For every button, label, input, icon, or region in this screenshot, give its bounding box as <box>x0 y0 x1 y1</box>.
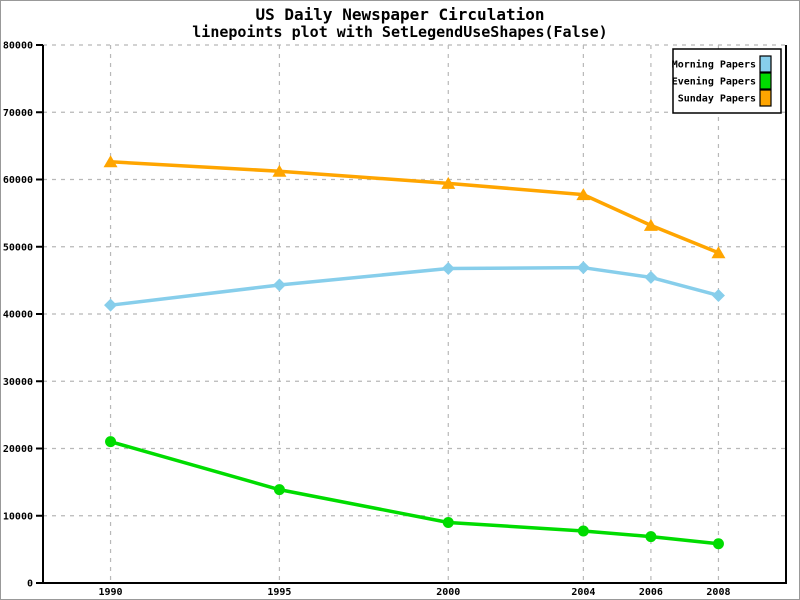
y-tick-label: 80000 <box>3 41 33 52</box>
legend-label-evening-papers: Evening Papers <box>672 76 756 88</box>
legend-swatch-sunday-papers <box>759 89 772 107</box>
data-point-evening-papers <box>442 516 454 528</box>
series-line-evening-papers <box>110 439 719 546</box>
series-line-sunday-papers <box>110 160 720 255</box>
data-point-evening-papers <box>105 436 117 448</box>
data-point-sunday-papers <box>441 176 456 189</box>
data-point-evening-papers <box>577 525 589 537</box>
legend-label-morning-papers: Morning Papers <box>672 59 756 71</box>
data-point-sunday-papers <box>576 188 591 201</box>
data-point-sunday-papers <box>711 246 726 259</box>
data-point-morning-papers <box>272 278 286 292</box>
data-point-evening-papers <box>273 484 285 496</box>
legend-swatch-evening-papers <box>759 72 772 90</box>
y-tick-label: 40000 <box>3 310 33 321</box>
x-tick-label: 2004 <box>571 587 595 598</box>
y-tick-label: 60000 <box>3 175 33 186</box>
data-point-evening-papers <box>712 538 724 550</box>
chart-title: US Daily Newspaper Circulation <box>255 5 545 24</box>
x-tick-label: 2006 <box>639 587 663 598</box>
x-tick-label: 1990 <box>98 587 122 598</box>
y-tick-label: 10000 <box>3 511 33 522</box>
legend-swatch-morning-papers <box>759 55 772 73</box>
data-point-morning-papers <box>104 298 118 312</box>
data-point-sunday-papers <box>103 155 118 168</box>
y-tick-label: 30000 <box>3 377 33 388</box>
data-point-morning-papers <box>576 261 590 275</box>
data-point-sunday-papers <box>643 218 658 231</box>
x-tick-label: 2000 <box>436 587 460 598</box>
data-point-morning-papers <box>711 288 725 302</box>
y-tick-label: 50000 <box>3 242 33 253</box>
y-tick-label: 70000 <box>3 108 33 119</box>
y-tick-label: 0 <box>27 579 33 590</box>
data-point-sunday-papers <box>272 164 287 177</box>
data-point-evening-papers <box>645 531 657 543</box>
chart-subtitle: linepoints plot with SetLegendUseShapes(… <box>192 23 608 41</box>
x-tick-label: 2008 <box>706 587 730 598</box>
x-tick-label: 1995 <box>267 587 291 598</box>
y-tick-label: 20000 <box>3 444 33 455</box>
data-point-morning-papers <box>644 270 658 284</box>
legend-label-sunday-papers: Sunday Papers <box>678 94 756 105</box>
series-line-morning-papers <box>110 265 719 307</box>
data-point-morning-papers <box>441 261 455 275</box>
